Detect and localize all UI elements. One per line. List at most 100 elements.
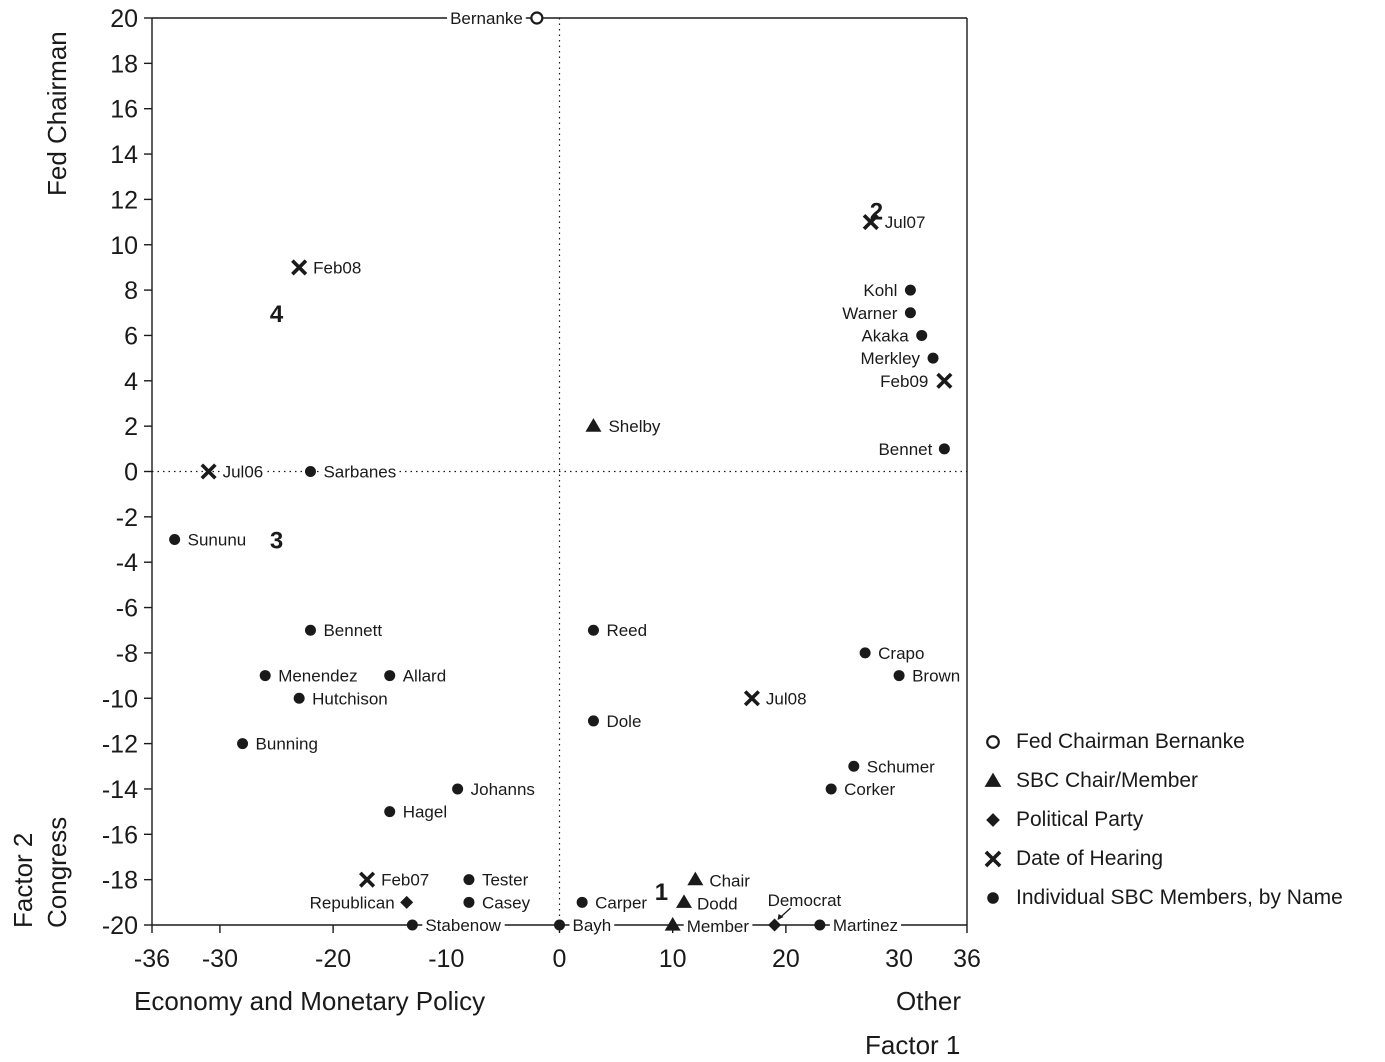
- marker-triangle: [585, 418, 602, 432]
- point-label: Bayh: [573, 916, 612, 935]
- marker-x: [862, 214, 879, 231]
- y-tick-label: -14: [102, 776, 138, 804]
- point-label: Bennett: [323, 621, 382, 640]
- point-label: Feb08: [313, 258, 361, 277]
- point-menendez: Menendez: [259, 666, 361, 686]
- point-label: Merkley: [861, 349, 921, 368]
- point-label: Feb07: [381, 871, 429, 890]
- legend-item: Political Party: [982, 800, 1343, 839]
- quadrant-label: 4: [270, 301, 284, 328]
- marker-filled-circle: [304, 466, 316, 477]
- point-label: Brown: [912, 667, 960, 686]
- y-tick-label: -16: [102, 821, 138, 849]
- legend-label: Fed Chairman Bernanke: [1016, 729, 1245, 753]
- marker-filled-circle: [463, 896, 475, 908]
- marker-filled-circle: [384, 670, 396, 682]
- legend-filled-circle-icon: [982, 887, 1004, 909]
- point-allard: Allard: [384, 666, 450, 686]
- marker-filled-circle: [406, 919, 418, 931]
- point-label: Schumer: [867, 757, 935, 776]
- marker-triangle: [664, 917, 681, 931]
- point-casey: Casey: [463, 893, 534, 913]
- marker-x: [200, 463, 217, 480]
- point-dodd: Dodd: [676, 894, 741, 914]
- point-feb07: Feb07: [359, 870, 433, 890]
- point-label: Hagel: [403, 803, 447, 822]
- y-tick-label: 10: [110, 232, 138, 260]
- arrow-head-icon: [777, 914, 784, 920]
- point-label: Sarbanes: [323, 463, 396, 482]
- x-axis-title-right: Other: [896, 986, 962, 1016]
- point-label: Kohl: [863, 281, 897, 300]
- legend-item: Fed Chairman Bernanke: [982, 722, 1343, 761]
- x-tick-label: -10: [428, 945, 464, 973]
- point-label: Menendez: [278, 667, 357, 686]
- y-tick-label: 8: [124, 277, 138, 305]
- point-label: Member: [687, 917, 750, 936]
- point-hutchison: Hutchison: [293, 689, 391, 709]
- point-jul08: Jul08: [743, 689, 810, 709]
- point-label: Carper: [595, 893, 647, 912]
- marker-triangle: [676, 894, 693, 908]
- point-label: Akaka: [861, 326, 909, 345]
- marker-filled-circle: [825, 783, 837, 795]
- data-points: Bernanke Shelby Chair Dodd Member Republican D…: [169, 9, 964, 936]
- marker-x: [291, 259, 308, 276]
- y-tick-label: 6: [124, 322, 138, 350]
- point-chair: Chair: [687, 871, 754, 891]
- marker-filled-circle: [587, 715, 599, 727]
- point-label: Feb09: [880, 372, 928, 391]
- x-tick-label: 10: [659, 945, 687, 973]
- point-schumer: Schumer: [848, 757, 939, 777]
- point-jul07: Jul07: [862, 213, 929, 233]
- point-corker: Corker: [825, 779, 899, 799]
- legend-item: Individual SBC Members, by Name: [982, 878, 1343, 917]
- point-hagel: Hagel: [384, 802, 451, 822]
- marker-filled-circle: [463, 874, 475, 886]
- point-label: Bunning: [256, 735, 318, 754]
- marker-filled-circle: [927, 352, 939, 364]
- point-label: Sununu: [188, 531, 247, 550]
- y-tick-label: 0: [124, 459, 138, 487]
- x-tick-label: 20: [772, 945, 800, 973]
- y-tick-label: 16: [110, 96, 138, 124]
- legend: Fed Chairman Bernanke SBC Chair/Member Pol…: [982, 722, 1343, 917]
- marker-filled-circle: [938, 443, 950, 455]
- marker-x: [743, 690, 760, 707]
- point-feb08: Feb08: [291, 258, 365, 278]
- point-martinez: Martinez: [814, 916, 902, 935]
- point-bunning: Bunning: [237, 734, 321, 754]
- point-merkley: Merkley: [857, 349, 939, 369]
- marker-filled-circle: [904, 284, 916, 296]
- quadrant-labels: 1 2 3 4: [270, 199, 883, 906]
- marker-filled-circle: [169, 534, 181, 546]
- point-label: Bennet: [878, 440, 932, 459]
- marker-filled-circle: [304, 624, 316, 636]
- y-tick-label: 4: [124, 368, 138, 396]
- point-label: Dodd: [697, 894, 738, 913]
- x-axis-factor-label: Factor 1: [865, 1030, 961, 1060]
- marker-filled-circle: [859, 647, 871, 659]
- y-axis-title-bottom: Congress: [42, 816, 72, 928]
- legend-x-icon: [982, 848, 1004, 870]
- marker-filled-circle: [384, 806, 396, 818]
- point-republican: Republican: [306, 893, 414, 913]
- point-carper: Carper: [576, 893, 651, 913]
- point-dole: Dole: [587, 711, 645, 731]
- legend-item: SBC Chair/Member: [982, 761, 1343, 800]
- point-brown: Brown: [893, 666, 964, 686]
- y-tick-label: 20: [110, 5, 138, 33]
- point-label: Chair: [709, 872, 750, 891]
- point-bennett: Bennett: [304, 621, 386, 641]
- legend-label: Individual SBC Members, by Name: [1016, 885, 1343, 909]
- marker-filled-circle: [452, 783, 464, 795]
- x-tick-label: 30: [885, 945, 913, 973]
- marker-filled-circle: [814, 919, 826, 931]
- y-tick-label: -10: [102, 685, 138, 713]
- y-tick-label: -4: [116, 549, 138, 577]
- y-tick-label: -18: [102, 867, 138, 895]
- x-tick-label: -30: [202, 945, 238, 973]
- marker-filled-circle: [554, 919, 565, 931]
- marker-diamond: [768, 918, 782, 932]
- point-crapo: Crapo: [859, 643, 928, 663]
